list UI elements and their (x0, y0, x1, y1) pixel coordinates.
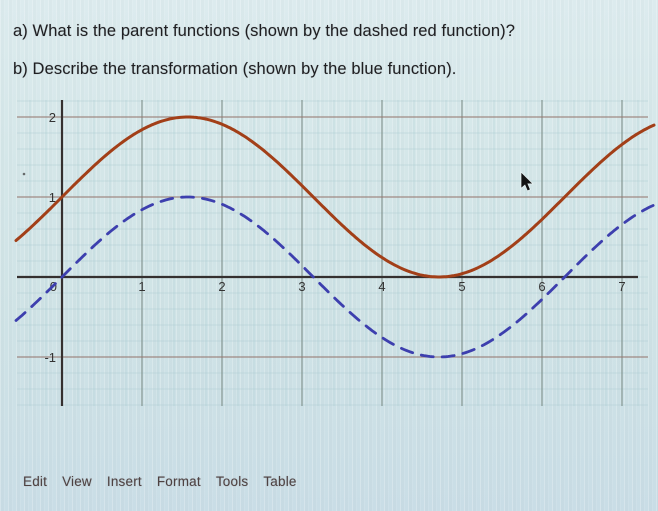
menu-item-insert[interactable]: Insert (106, 474, 142, 489)
menu-item-tools[interactable]: Tools (215, 474, 249, 489)
menu-bar: Edit View Insert Format Tools Table (23, 474, 297, 489)
menu-item-format[interactable]: Format (156, 474, 201, 489)
tick-labels: 0 1 2 3 4 5 6 721-1 (44, 110, 625, 365)
tick-label: 2 (49, 110, 56, 125)
axes (17, 100, 638, 406)
mouse-cursor (520, 171, 534, 192)
tick-label: 7 (618, 279, 625, 294)
tick-label: 1 (138, 279, 145, 294)
dust-speck (22, 172, 26, 176)
menu-item-edit[interactable]: Edit (23, 474, 48, 489)
question-b: b) Describe the transformation (shown by… (13, 60, 457, 78)
curve-red-solid-sine (14, 115, 656, 279)
tick-label: 4 (378, 279, 385, 294)
tick-label: 3 (298, 279, 305, 294)
grid-major (17, 100, 648, 406)
tick-label: 5 (458, 279, 465, 294)
curve-blue-dashed-sine (14, 195, 656, 359)
grid-minor (17, 100, 648, 406)
tick-label: 1 (49, 190, 56, 205)
tick-label: 6 (538, 279, 545, 294)
question-a: a) What is the parent functions (shown b… (13, 22, 515, 40)
tick-label: -1 (44, 350, 56, 365)
tick-label: 2 (218, 279, 225, 294)
menu-item-view[interactable]: View (62, 474, 92, 489)
menu-item-table[interactable]: Table (263, 474, 297, 489)
